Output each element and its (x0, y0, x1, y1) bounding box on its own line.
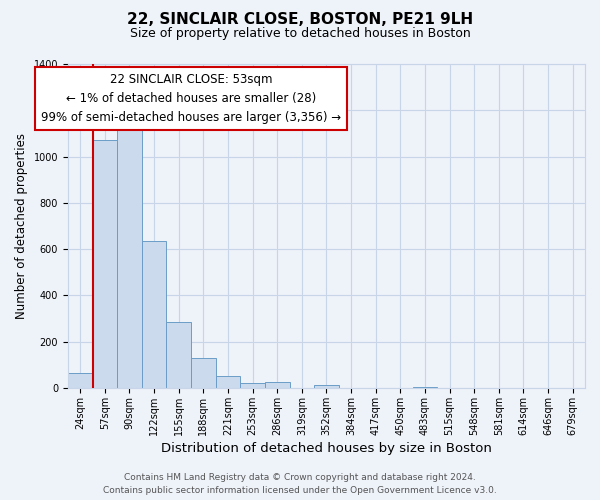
Y-axis label: Number of detached properties: Number of detached properties (15, 133, 28, 319)
Bar (215, 376, 240, 388)
Bar (142, 241, 166, 388)
Text: 22, SINCLAIR CLOSE, BOSTON, PE21 9LH: 22, SINCLAIR CLOSE, BOSTON, PE21 9LH (127, 12, 473, 28)
Text: 22 SINCLAIR CLOSE: 53sqm
← 1% of detached houses are smaller (28)
99% of semi-de: 22 SINCLAIR CLOSE: 53sqm ← 1% of detache… (41, 74, 341, 124)
X-axis label: Distribution of detached houses by size in Boston: Distribution of detached houses by size … (161, 442, 492, 455)
Text: Size of property relative to detached houses in Boston: Size of property relative to detached ho… (130, 28, 470, 40)
Text: Contains HM Land Registry data © Crown copyright and database right 2024.
Contai: Contains HM Land Registry data © Crown c… (103, 473, 497, 495)
Bar (265, 382, 290, 388)
Bar (413, 387, 437, 388)
Bar (68, 373, 92, 388)
Bar (314, 384, 339, 388)
Bar (117, 120, 142, 388)
Bar (240, 384, 265, 388)
Bar (191, 358, 215, 388)
Bar (166, 322, 191, 388)
Bar (92, 140, 117, 388)
